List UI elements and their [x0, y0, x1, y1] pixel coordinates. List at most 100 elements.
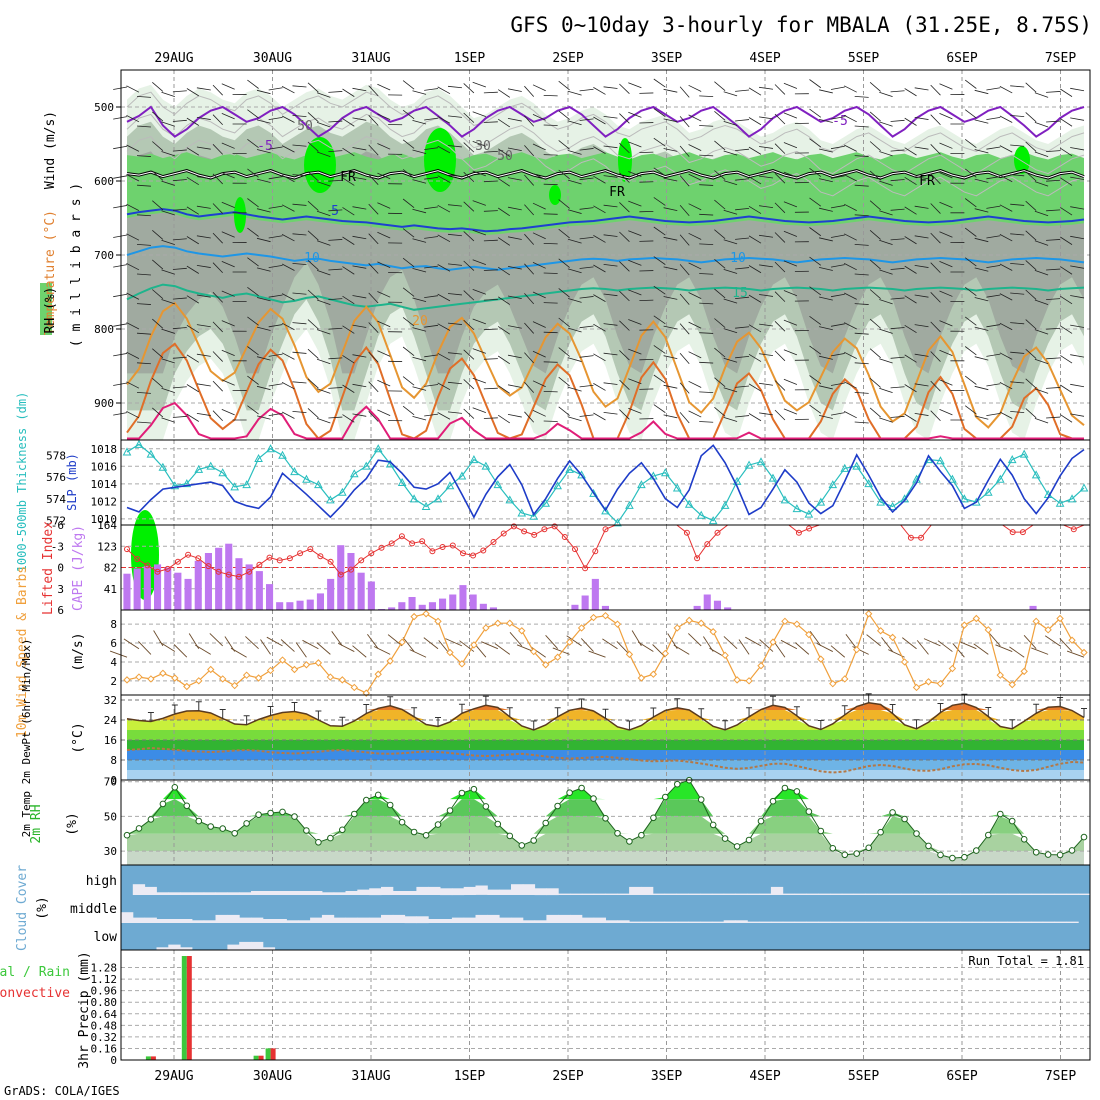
rh-point — [709, 821, 717, 829]
wind-barb — [854, 362, 869, 365]
wind-barb — [126, 292, 140, 300]
wind-barb — [628, 171, 642, 177]
wind-speed-point — [864, 610, 873, 618]
precip-tick-label: 0.16 — [91, 1042, 118, 1055]
wind-barb — [619, 350, 630, 361]
wind-barb — [373, 646, 391, 655]
wind-barb — [809, 315, 822, 325]
wind-barb — [1046, 179, 1061, 182]
wind-speed-point — [960, 621, 969, 629]
lifted-point — [419, 538, 426, 545]
wind-barb — [663, 355, 678, 359]
wind-barb — [830, 116, 845, 120]
rh-95-patch — [304, 137, 336, 193]
wind-barb — [1034, 181, 1049, 187]
wind-speed-point — [386, 657, 394, 665]
cloud-cell — [759, 921, 772, 923]
lifted-point — [429, 548, 436, 555]
lifted-point — [694, 555, 701, 562]
thickness-point — [613, 518, 622, 527]
cape-bar — [154, 564, 162, 610]
wind-barb — [545, 634, 558, 650]
thickness-point — [122, 447, 132, 456]
cloud-cell — [416, 886, 429, 895]
wind-barb — [307, 348, 319, 359]
wind-barb — [316, 240, 331, 246]
wind-barb — [1010, 381, 1025, 384]
pressure-tick-label: 900 — [94, 397, 114, 410]
wind-speed-point — [446, 648, 454, 657]
wind-barb — [268, 87, 283, 91]
thickness-point — [194, 464, 204, 473]
wind-barb — [783, 408, 798, 415]
wind-speed-point — [326, 673, 335, 681]
wind-speed-point — [661, 649, 670, 658]
cloud-cell — [203, 892, 216, 895]
wind-barb — [268, 412, 283, 416]
wind-barb — [221, 379, 235, 386]
wind-barb — [679, 412, 690, 424]
lifted-point — [195, 555, 202, 562]
wind-barb — [412, 208, 427, 214]
precip-tick-label: 1.28 — [91, 962, 118, 975]
wind-barb — [136, 96, 151, 98]
rh-tick-label: 30 — [104, 845, 117, 858]
wind-barb — [688, 380, 702, 388]
lifted-point — [1070, 526, 1077, 533]
cloud-cell — [357, 917, 370, 923]
wind-barb — [809, 631, 822, 647]
wind-barb — [126, 174, 140, 182]
rh-95-patch — [234, 197, 246, 233]
wind-barb — [1010, 85, 1025, 88]
wind-barb — [172, 327, 187, 330]
wind-barb — [653, 285, 666, 295]
wind-barb — [619, 142, 630, 154]
wind-barb — [256, 326, 271, 331]
wind-barb — [256, 119, 271, 124]
cloud-cell — [511, 917, 524, 923]
wind-barb — [628, 82, 642, 89]
wind-barb — [602, 638, 618, 650]
wind-barb — [759, 353, 774, 357]
wind-barb — [497, 355, 511, 365]
wind-barb — [819, 207, 833, 212]
upper-temp-ylabel: Temperature (°C) — [43, 210, 58, 335]
wind-barb — [579, 325, 594, 329]
wind-barb — [186, 176, 199, 186]
wind-barb — [890, 90, 905, 93]
wind-barb — [714, 406, 726, 417]
wind-barb — [579, 384, 594, 388]
wind-barb — [507, 354, 522, 359]
bottom-date-label: 4SEP — [749, 1069, 780, 1084]
wind-barb — [914, 413, 929, 416]
precip-total-bar — [265, 1048, 271, 1060]
wind-barb — [714, 110, 726, 121]
precip-tick-label: 0.48 — [91, 1019, 118, 1032]
wind-barb — [714, 229, 726, 240]
wind-speed-point — [601, 611, 610, 620]
wind-barb — [579, 266, 594, 269]
wind-barb — [809, 138, 822, 148]
cloud-cell — [251, 917, 264, 923]
rh-point — [913, 830, 920, 837]
wind-barb — [930, 321, 941, 333]
wind-barb — [445, 638, 463, 647]
wind-speed-point — [1056, 614, 1064, 623]
lifted-point — [480, 547, 487, 554]
wind-barb — [939, 290, 953, 297]
cape-bar — [245, 564, 253, 610]
rh-95-patch — [1014, 146, 1030, 174]
wind-speed-point — [147, 675, 155, 683]
wind-barb — [567, 268, 582, 274]
wind-barb — [342, 118, 355, 127]
wind-barb — [748, 146, 762, 155]
wind-barb — [247, 109, 259, 119]
wind-barb — [1070, 176, 1085, 180]
wind-barb — [904, 413, 917, 422]
wind-barb — [196, 235, 211, 239]
wind-barb — [687, 633, 702, 647]
rh-point — [937, 851, 944, 859]
thickness-point — [601, 506, 610, 515]
thickness-point — [1067, 494, 1077, 503]
wind-speed-point — [135, 673, 143, 681]
